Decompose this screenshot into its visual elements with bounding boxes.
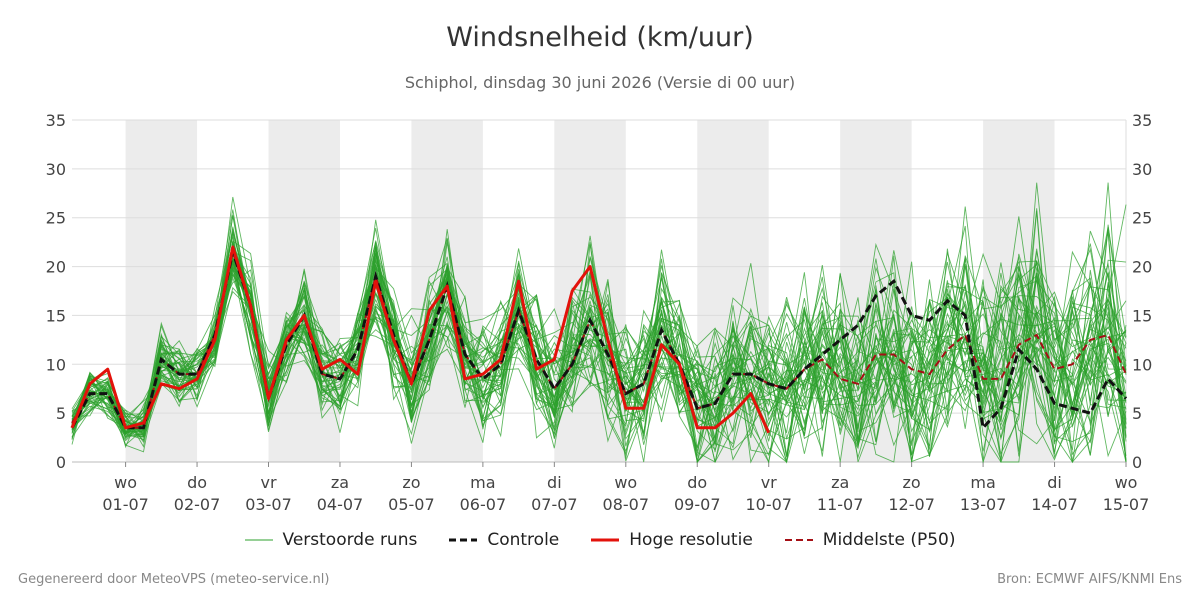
high-res-line — [70, 245, 771, 434]
legend-label-high-res: Hoge resolutie — [629, 530, 753, 550]
legend-label-ensemble: Verstoorde runs — [282, 530, 418, 550]
ensemble-member-line — [71, 260, 1127, 464]
x-tick-date: 11-07 — [817, 495, 864, 514]
x-tick-day: za — [331, 473, 349, 492]
y-tick-label-right: 30 — [1132, 160, 1152, 179]
y-tick-label-right: 15 — [1132, 306, 1152, 325]
x-tick-day: do — [187, 473, 207, 492]
legend-swatch-control — [449, 538, 478, 542]
x-tick-date: 04-07 — [317, 495, 364, 514]
legend-item-control: Controle — [449, 530, 559, 550]
y-tick-label-left: 10 — [46, 355, 66, 374]
y-tick-label-right: 5 — [1132, 404, 1142, 423]
legend-swatch-high-res — [591, 538, 620, 542]
legend-swatch-ensemble — [244, 539, 273, 541]
x-tick-date: 10-07 — [745, 495, 792, 514]
x-tick-day: zo — [402, 473, 420, 492]
x-tick-day: vr — [761, 473, 777, 492]
x-tick-date: 01-07 — [102, 495, 149, 514]
x-tick-date: 07-07 — [531, 495, 578, 514]
median-line — [71, 248, 1127, 429]
day-shade-band — [125, 120, 198, 462]
x-tick-day: ma — [470, 473, 495, 492]
y-tick-label-left: 35 — [46, 111, 66, 130]
y-tick-label-right: 10 — [1132, 355, 1152, 374]
chart-subtitle: Schiphol, dinsdag 30 juni 2026 (Versie d… — [404, 73, 796, 92]
legend-item-ensemble: Verstoorde runs — [244, 530, 418, 550]
day-shade-band — [554, 120, 626, 462]
x-tick-date: 06-07 — [460, 495, 507, 514]
y-tick-label-left: 15 — [46, 306, 66, 325]
y-tick-label-right: 35 — [1132, 111, 1152, 130]
ensemble-member-line — [71, 240, 1127, 464]
x-tick-date: 03-07 — [245, 495, 292, 514]
x-tick-day: wo — [114, 473, 137, 492]
ensemble-member-line — [71, 252, 1127, 456]
x-tick-day: di — [1047, 473, 1062, 492]
legend-item-high-res: Hoge resolutie — [591, 530, 753, 550]
y-tick-label-left: 25 — [46, 209, 66, 228]
x-tick-date: 15-07 — [1103, 495, 1150, 514]
y-tick-label-right: 0 — [1132, 453, 1142, 472]
legend-swatch-median — [784, 539, 813, 541]
y-tick-label-left: 0 — [56, 453, 66, 472]
legend-label-median: Middelste (P50) — [822, 530, 956, 550]
y-tick-label-left: 30 — [46, 160, 66, 179]
y-tick-label-right: 20 — [1132, 258, 1152, 277]
x-tick-date: 08-07 — [603, 495, 650, 514]
x-tick-date: 13-07 — [960, 495, 1007, 514]
x-tick-date: 02-07 — [174, 495, 221, 514]
x-tick-day: wo — [614, 473, 637, 492]
x-tick-date: 09-07 — [674, 495, 721, 514]
legend-label-control: Controle — [487, 530, 560, 550]
x-tick-day: za — [831, 473, 849, 492]
x-tick-date: 05-07 — [388, 495, 435, 514]
x-tick-date: 12-07 — [888, 495, 935, 514]
ensemble-member-line — [71, 233, 1127, 463]
x-tick-day: zo — [903, 473, 921, 492]
ensemble-member-line — [71, 196, 1127, 463]
footer-source: Bron: ECMWF AIFS/KNMI Ens — [997, 572, 1182, 587]
y-tick-label-left: 20 — [46, 258, 66, 277]
x-tick-date: 14-07 — [1031, 495, 1078, 514]
x-tick-day: do — [687, 473, 707, 492]
x-tick-day: wo — [1115, 473, 1138, 492]
x-tick-day: vr — [260, 473, 276, 492]
legend-item-median: Middelste (P50) — [784, 530, 956, 550]
ensemble-member-line — [71, 257, 1127, 464]
ensemble-member-line — [71, 214, 1127, 453]
x-tick-day: ma — [970, 473, 995, 492]
chart-legend: Verstoorde runs Controle Hoge resolutie … — [0, 530, 1200, 550]
chart-title: Windsnelheid (km/uur) — [446, 22, 754, 53]
y-tick-label-left: 5 — [56, 404, 66, 423]
x-tick-day: di — [547, 473, 562, 492]
y-tick-label-right: 25 — [1132, 209, 1152, 228]
ensemble-member-line — [71, 259, 1127, 440]
footer-credit: Gegenereerd door MeteoVPS (meteo-service… — [18, 572, 330, 587]
